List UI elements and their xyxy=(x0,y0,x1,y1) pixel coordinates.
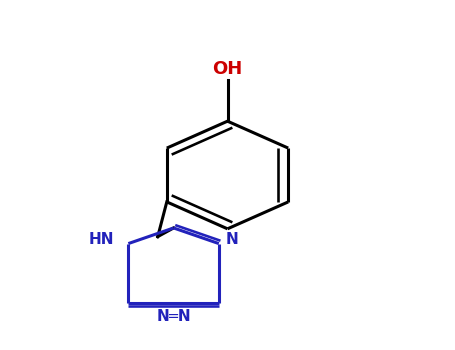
Text: N═N: N═N xyxy=(156,309,191,324)
Text: HN: HN xyxy=(88,232,114,247)
Text: OH: OH xyxy=(212,60,243,78)
Text: N: N xyxy=(226,232,238,247)
